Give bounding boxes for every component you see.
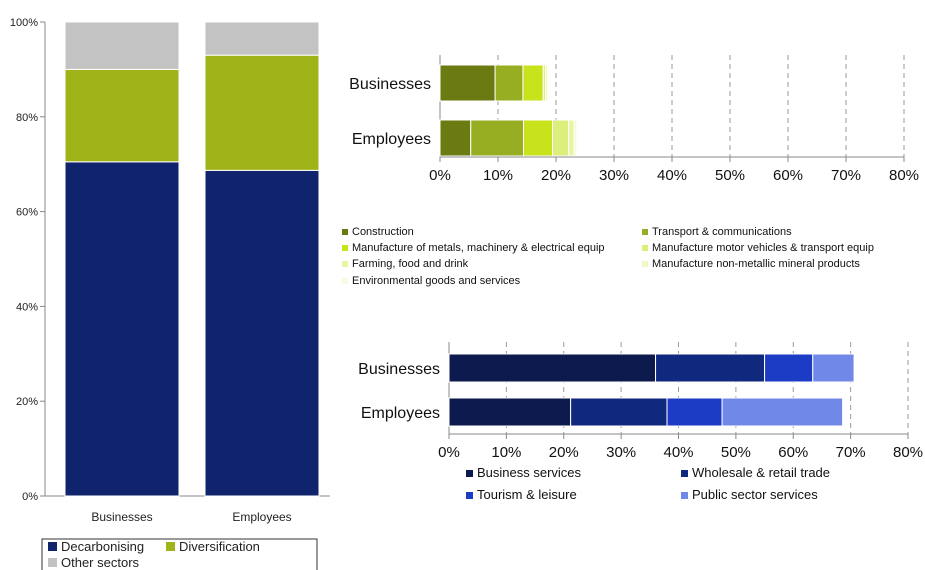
x-tick-label: 70% [831,167,861,184]
legend-swatch-manufacture-motor-vehicles-transport-equip [642,245,648,251]
x-tick-label: 30% [599,167,629,184]
legend-swatch-environmental-goods-and-services [342,278,348,284]
x-tick-label: 50% [715,167,745,184]
y-tick-label: Businesses [349,76,431,93]
x-tick-label: 0% [429,167,451,184]
legend-swatch-decarbonising [48,542,57,551]
bar-public-sector-services-employees [721,397,844,427]
y-tick-label: 80% [16,112,38,124]
bar-decarbonising-businesses [64,161,180,497]
y-tick-label: 20% [16,396,38,408]
legend-label-wholesale-retail-trade: Wholesale & retail trade [692,465,830,480]
bar-construction-employees [439,119,472,157]
legend-label-manufacture-non-metallic-mineral-products: Manufacture non-metallic mineral product… [652,258,860,270]
bar-tourism-leisure-businesses [764,353,814,383]
bar-manufacture-of-metals-machinery-electrical-equip-employees [523,119,554,157]
bar-other-sectors-businesses [64,21,180,70]
x-tick-label: 60% [778,444,808,461]
x-tick-label: Employees [232,510,291,524]
legend-swatch-business-services [466,470,473,477]
legend-label-construction: Construction [352,226,414,238]
bar-manufacture-motor-vehicles-transport-equip-employees [552,119,570,157]
y-tick-label: 0% [22,491,38,503]
x-tick-label: 10% [483,167,513,184]
legend-swatch-transport-communications [642,229,648,235]
legend-swatch-wholesale-retail-trade [681,470,688,477]
x-tick-label: 0% [438,444,460,461]
x-tick-label: 30% [606,444,636,461]
x-tick-label: 40% [657,167,687,184]
bar-transport-communications-businesses [494,64,524,102]
x-tick-label: 60% [773,167,803,184]
bar-transport-communications-employees [470,119,525,157]
legend-label-environmental-goods-and-services: Environmental goods and services [352,275,521,287]
x-tick-label: 20% [549,444,579,461]
y-tick-label: 100% [10,17,38,29]
legend-swatch-public-sector-services [681,492,688,499]
bar-environmental-goods-and-services-employees [575,119,579,157]
legend-label-manufacture-motor-vehicles-transport-equip: Manufacture motor vehicles & transport e… [652,242,874,254]
legend-swatch-tourism-leisure [466,492,473,499]
y-tick-label: 40% [16,301,38,313]
legend-label-transport-communications: Transport & communications [652,226,792,238]
legend-label-manufacture-of-metals-machinery-electrical-equip: Manufacture of metals, machinery & elect… [352,242,605,254]
y-tick-label: 60% [16,207,38,219]
bar-wholesale-retail-trade-employees [570,397,668,427]
decarbonising-stacked-column-chart: 0% 20% 40% 60% 80% 100% Businesses Employees Dec… [10,17,330,570]
legend-swatch-construction [342,229,348,235]
legend-label-business-services: Business services [477,465,582,480]
bar-wholesale-retail-trade-businesses [655,353,766,383]
x-tick-label: 70% [836,444,866,461]
legend-swatch-other-sectors [48,558,57,567]
other-sectors-bar-chart: 0% 10% 20% 30% 40% 50% 60% 70% 80% Businesses Empl… [358,342,923,502]
legend-box [41,538,318,570]
x-tick-label: 80% [893,444,923,461]
x-tick-label: Businesses [91,510,152,524]
legend-label-tourism-leisure: Tourism & leisure [477,487,577,502]
bar-diversification-businesses [64,68,180,163]
bar-farming-food-and-drink-employees [568,119,575,157]
legend-label-diversification: Diversification [179,539,260,554]
y-tick-label: Employees [352,131,431,148]
x-tick-label: 80% [889,167,919,184]
bar-tourism-leisure-employees [666,397,723,427]
x-tick-label: 50% [721,444,751,461]
bar-business-services-employees [448,397,572,427]
legend-label-other-sectors: Other sectors [61,555,140,570]
legend-label-decarbonising: Decarbonising [61,539,144,554]
legend-swatch-farming-food-and-drink [342,261,348,267]
bar-diversification-employees [204,54,320,171]
bar-business-services-businesses [448,353,657,383]
bar-manufacture-of-metals-machinery-electrical-equip-businesses [522,64,544,102]
legend-swatch-manufacture-of-metals-machinery-electrical-equip [342,245,348,251]
bar-construction-businesses [439,64,496,102]
y-tick-label: Businesses [358,361,440,378]
diversification-sectors-bar-chart: 0% 10% 20% 30% 40% 50% 60% 70% 80% Businesses Empl… [342,55,919,287]
y-tick-label: Employees [361,405,440,422]
legend-label-public-sector-services: Public sector services [692,487,818,502]
bar-environmental-goods-and-services-businesses [547,64,551,102]
legend-label-farming-food-and-drink: Farming, food and drink [352,258,469,270]
x-tick-label: 10% [491,444,521,461]
x-tick-label: 40% [663,444,693,461]
bar-other-sectors-employees [204,21,320,56]
x-tick-label: 20% [541,167,571,184]
bar-public-sector-services-businesses [812,353,855,383]
legend-swatch-manufacture-non-metallic-mineral-products [642,261,648,267]
legend-swatch-diversification [166,542,175,551]
bar-decarbonising-employees [204,169,320,497]
